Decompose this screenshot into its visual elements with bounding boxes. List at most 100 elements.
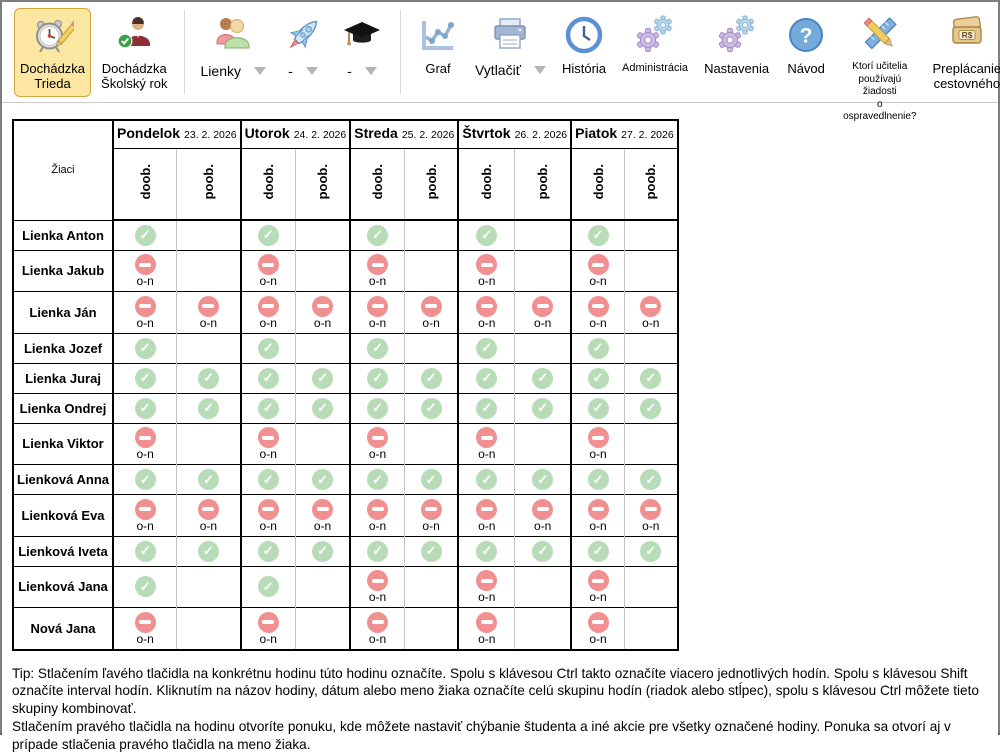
attendance-class-button[interactable]: Dochádzka Trieda xyxy=(14,8,91,97)
attendance-cell[interactable]: o-n xyxy=(350,608,404,650)
attendance-cell[interactable] xyxy=(241,220,296,250)
student-name[interactable]: Lienková Jana xyxy=(13,566,113,608)
attendance-cell[interactable] xyxy=(241,333,296,363)
attendance-year-button[interactable]: Dochádzka Školský rok xyxy=(95,8,173,97)
attendance-cell[interactable] xyxy=(350,333,404,363)
attendance-cell[interactable] xyxy=(571,363,624,393)
student-name[interactable]: Lienka Viktor xyxy=(13,423,113,465)
attendance-cell[interactable] xyxy=(404,566,458,608)
attendance-cell[interactable] xyxy=(515,536,571,566)
attendance-cell[interactable] xyxy=(177,250,241,292)
attendance-cell[interactable] xyxy=(624,220,677,250)
attendance-cell[interactable] xyxy=(241,393,296,423)
attendance-cell[interactable] xyxy=(571,465,624,495)
attendance-cell[interactable] xyxy=(515,608,571,650)
session-header[interactable]: doob. xyxy=(113,148,177,220)
attendance-cell[interactable] xyxy=(404,393,458,423)
plan-dropdown[interactable]: - xyxy=(276,8,330,84)
attendance-cell[interactable]: o-n xyxy=(458,566,514,608)
attendance-cell[interactable]: o-n xyxy=(350,292,404,334)
student-name[interactable]: Lienka Ondrej xyxy=(13,393,113,423)
attendance-cell[interactable]: o-n xyxy=(458,423,514,465)
attendance-cell[interactable] xyxy=(515,363,571,393)
attendance-cell[interactable] xyxy=(295,393,350,423)
attendance-cell[interactable] xyxy=(295,423,350,465)
history-button[interactable]: História xyxy=(556,8,612,82)
chevron-down-icon[interactable] xyxy=(365,67,377,75)
attendance-cell[interactable]: o-n xyxy=(113,292,177,334)
attendance-cell[interactable]: o-n xyxy=(571,608,624,650)
attendance-cell[interactable] xyxy=(295,465,350,495)
attendance-cell[interactable] xyxy=(624,393,677,423)
attendance-cell[interactable] xyxy=(515,250,571,292)
chevron-down-icon[interactable] xyxy=(306,67,318,75)
chevron-down-icon[interactable] xyxy=(534,66,546,74)
session-header[interactable]: poob. xyxy=(515,148,571,220)
class-dropdown[interactable]: Lienky xyxy=(195,8,272,84)
student-name[interactable]: Lienka Ján xyxy=(13,292,113,334)
attendance-cell[interactable]: o-n xyxy=(295,292,350,334)
attendance-cell[interactable]: o-n xyxy=(515,292,571,334)
attendance-cell[interactable]: o-n xyxy=(350,423,404,465)
guide-button[interactable]: ? Návod xyxy=(779,8,833,82)
attendance-cell[interactable] xyxy=(350,393,404,423)
graduation-dropdown[interactable]: - xyxy=(334,8,390,84)
session-header[interactable]: doob. xyxy=(241,148,296,220)
attendance-cell[interactable] xyxy=(624,250,677,292)
session-header[interactable]: doob. xyxy=(350,148,404,220)
session-header[interactable]: poob. xyxy=(404,148,458,220)
attendance-cell[interactable] xyxy=(350,363,404,393)
attendance-cell[interactable] xyxy=(177,536,241,566)
teacher-question-button[interactable]: Ktorí učitelia používajú žiadosti o ospr… xyxy=(837,8,922,129)
attendance-cell[interactable] xyxy=(113,333,177,363)
attendance-cell[interactable] xyxy=(458,393,514,423)
attendance-cell[interactable] xyxy=(295,536,350,566)
attendance-cell[interactable] xyxy=(177,393,241,423)
attendance-cell[interactable]: o-n xyxy=(113,250,177,292)
attendance-cell[interactable] xyxy=(295,363,350,393)
travel-refund-button[interactable]: R$ Preplácanie cestovného xyxy=(927,8,1000,97)
attendance-cell[interactable] xyxy=(113,363,177,393)
attendance-cell[interactable] xyxy=(295,333,350,363)
attendance-cell[interactable] xyxy=(295,608,350,650)
student-name[interactable]: Lienka Jakub xyxy=(13,250,113,292)
chevron-down-icon[interactable] xyxy=(254,67,266,75)
attendance-cell[interactable]: o-n xyxy=(177,292,241,334)
attendance-cell[interactable] xyxy=(624,363,677,393)
attendance-cell[interactable] xyxy=(624,536,677,566)
attendance-cell[interactable] xyxy=(458,220,514,250)
attendance-cell[interactable]: o-n xyxy=(571,566,624,608)
attendance-cell[interactable]: o-n xyxy=(350,566,404,608)
attendance-cell[interactable] xyxy=(571,220,624,250)
attendance-cell[interactable] xyxy=(113,465,177,495)
attendance-cell[interactable] xyxy=(241,363,296,393)
attendance-cell[interactable]: o-n xyxy=(241,608,296,650)
attendance-cell[interactable]: o-n xyxy=(295,495,350,537)
student-name[interactable]: Lienková Eva xyxy=(13,495,113,537)
attendance-cell[interactable]: o-n xyxy=(241,250,296,292)
session-header[interactable]: poob. xyxy=(624,148,677,220)
attendance-cell[interactable] xyxy=(177,566,241,608)
attendance-cell[interactable] xyxy=(571,393,624,423)
attendance-cell[interactable] xyxy=(624,465,677,495)
attendance-cell[interactable] xyxy=(624,423,677,465)
attendance-cell[interactable] xyxy=(113,566,177,608)
attendance-cell[interactable] xyxy=(295,566,350,608)
attendance-cell[interactable] xyxy=(515,465,571,495)
session-header[interactable]: poob. xyxy=(177,148,241,220)
attendance-cell[interactable] xyxy=(177,220,241,250)
attendance-cell[interactable] xyxy=(624,333,677,363)
attendance-cell[interactable]: o-n xyxy=(515,495,571,537)
student-name[interactable]: Lienková Anna xyxy=(13,465,113,495)
graph-button[interactable]: Graf xyxy=(411,8,465,82)
attendance-cell[interactable]: o-n xyxy=(458,495,514,537)
attendance-cell[interactable] xyxy=(241,465,296,495)
attendance-cell[interactable] xyxy=(350,465,404,495)
attendance-cell[interactable]: o-n xyxy=(571,495,624,537)
student-name[interactable]: Lienková Iveta xyxy=(13,536,113,566)
attendance-cell[interactable]: o-n xyxy=(241,495,296,537)
attendance-cell[interactable] xyxy=(571,333,624,363)
